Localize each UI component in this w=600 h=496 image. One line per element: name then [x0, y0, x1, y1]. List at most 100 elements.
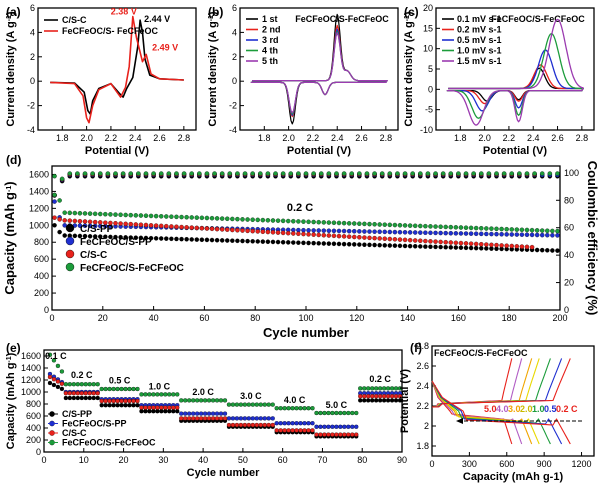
ce-point	[82, 171, 88, 176]
capacity-point	[164, 236, 169, 241]
capacity-point	[382, 229, 387, 235]
capacity-point	[285, 240, 291, 245]
capacity-point	[296, 240, 301, 245]
rate-point	[87, 395, 92, 401]
capacity-point	[550, 233, 555, 238]
rate-point	[258, 416, 263, 421]
rate-point	[99, 398, 104, 404]
ce-point	[120, 171, 126, 176]
rate-point	[63, 395, 69, 401]
capacity-point	[438, 239, 443, 245]
rate-point	[278, 406, 283, 411]
capacity-point	[214, 237, 220, 243]
rate-point	[377, 398, 383, 403]
rate-point	[290, 406, 295, 411]
ce-point	[501, 171, 507, 176]
ce-point	[113, 171, 118, 176]
ce-point	[242, 171, 248, 176]
rate-point	[63, 382, 69, 387]
capacity-point	[407, 230, 413, 235]
capacity-point	[230, 216, 235, 222]
capacity-point	[169, 214, 174, 219]
y-tick-label: 800	[26, 399, 41, 409]
rate-point	[99, 386, 104, 392]
rate-point	[83, 391, 88, 396]
capacity-point	[397, 243, 403, 249]
ce-point	[235, 171, 240, 176]
rate-point	[206, 398, 212, 403]
legend-entry: C/S-C	[80, 250, 107, 261]
rate-point	[67, 395, 73, 401]
capacity-point	[473, 241, 479, 247]
rate-point	[47, 374, 53, 380]
x-tick-label: 2.4	[129, 133, 142, 143]
capacity-point	[148, 213, 154, 219]
capacity-point	[174, 224, 179, 230]
capacity-point	[341, 234, 347, 239]
capacity-point	[280, 230, 286, 236]
capacity-point	[514, 227, 520, 232]
capacity-point	[214, 226, 220, 232]
capacity-point	[280, 218, 286, 224]
capacity-point	[407, 223, 413, 228]
rate-point	[47, 380, 53, 386]
capacity-point	[291, 218, 296, 224]
rate-point	[310, 428, 315, 433]
rate-point	[338, 410, 343, 416]
rate-point	[59, 381, 65, 386]
rate-point	[87, 382, 92, 387]
plot-frame	[239, 7, 399, 131]
y-tick-label: 1600	[21, 351, 41, 361]
capacity-point	[133, 222, 139, 227]
capacity-point	[519, 227, 525, 233]
capacity-point	[52, 223, 57, 228]
y2-tick-label: 20	[564, 278, 574, 288]
rate-point	[191, 411, 196, 416]
capacity-point	[509, 227, 514, 232]
capacity-point	[301, 219, 306, 224]
capacity-point	[372, 222, 377, 227]
rate-point	[187, 416, 192, 421]
x-tick-label: 600	[499, 459, 514, 469]
capacity-point	[468, 241, 474, 246]
x-tick-label: 100	[298, 313, 313, 323]
rate-point	[298, 421, 303, 426]
rate-point	[206, 416, 212, 421]
capacity-point	[341, 241, 347, 247]
capacity-point	[143, 222, 149, 228]
rate-point	[342, 432, 347, 437]
capacity-point	[62, 210, 67, 215]
y-tick-label: 0	[232, 76, 237, 86]
rate-point	[218, 411, 224, 416]
ce-point	[52, 192, 57, 198]
capacity-point	[194, 215, 200, 220]
x-tick-label: 2.0	[478, 133, 491, 143]
capacity-point	[270, 230, 276, 235]
capacity-point	[174, 214, 179, 220]
capacity-point	[204, 237, 210, 243]
capacity-point	[321, 232, 327, 238]
rate-point	[294, 421, 299, 426]
ce-point	[143, 171, 149, 176]
y-tick-label: 2	[424, 421, 429, 431]
capacity-point	[362, 235, 367, 240]
rate-point	[107, 386, 112, 392]
capacity-point	[174, 236, 179, 242]
rate-point	[163, 409, 168, 414]
rate-point	[123, 386, 128, 392]
ce-point	[105, 171, 111, 176]
rate-point	[346, 410, 351, 416]
rate-point	[71, 391, 76, 396]
capacity-point	[52, 199, 57, 204]
legend-entry: C/S-C	[62, 428, 87, 438]
capacity-point	[77, 223, 83, 228]
rate-point	[381, 386, 387, 391]
capacity-point	[184, 237, 189, 242]
legend-entry: 0.5 mV s-1	[457, 35, 502, 45]
capacity-point	[539, 232, 545, 238]
rate-point	[290, 421, 295, 426]
ce-point	[273, 171, 278, 176]
capacity-point	[423, 230, 428, 235]
y-tick-label: 20	[423, 3, 433, 13]
rate-point	[111, 403, 116, 408]
